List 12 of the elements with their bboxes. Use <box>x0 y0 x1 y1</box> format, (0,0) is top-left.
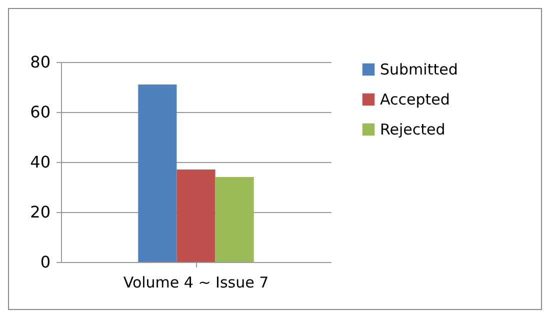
bar <box>138 84 177 262</box>
bar <box>215 177 254 262</box>
y-tick-label: 60 <box>30 102 50 122</box>
y-tick-label: 0 <box>40 252 50 272</box>
bar <box>176 170 216 262</box>
legend-label: Accepted <box>380 90 450 108</box>
y-tick-label: 80 <box>30 52 50 72</box>
x-tick-label: Volume 4 ~ Issue 7 <box>123 274 269 292</box>
legend-label: Rejected <box>380 120 446 138</box>
y-tick-label: 40 <box>30 152 50 172</box>
legend-label: Submitted <box>380 60 458 78</box>
y-tick-label: 20 <box>30 202 50 222</box>
